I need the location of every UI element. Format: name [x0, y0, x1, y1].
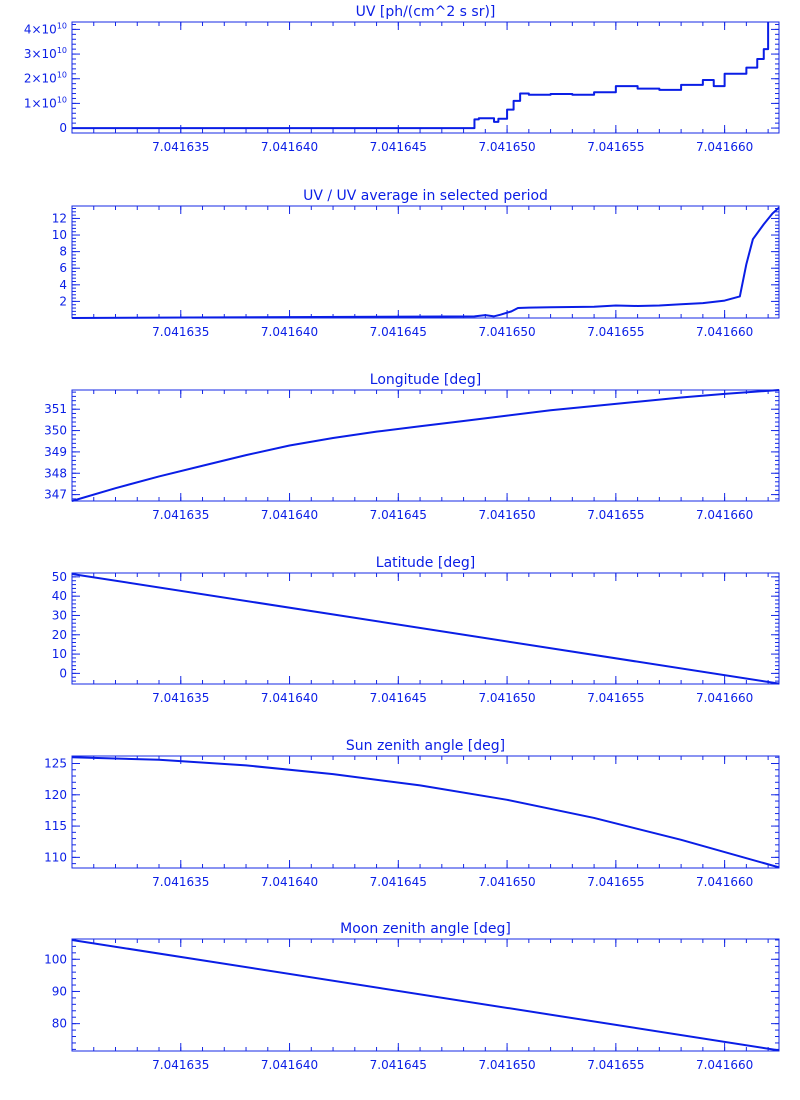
- y-tick-label: 1×1010: [24, 95, 67, 110]
- y-tick-label: 351: [44, 402, 67, 416]
- panel-1: UV [ph/(cm^2 s sr)] 7.041635 7.041640 7.041…: [24, 4, 780, 154]
- plot-frame: [71, 389, 780, 502]
- x-tick-label: 7.041635: [152, 691, 209, 705]
- y-tick-label: 3×1010: [24, 46, 67, 61]
- x-tick-label: 7.041640: [261, 325, 318, 339]
- y-tick-label: 100: [44, 952, 67, 966]
- y-tick-label: 110: [44, 850, 67, 864]
- x-tick-label: 7.041635: [152, 325, 209, 339]
- x-tick-label: 7.041635: [152, 1058, 209, 1072]
- y-tick-label: 348: [44, 466, 67, 480]
- y-tick-label: 349: [44, 445, 67, 459]
- plot-frame: [71, 21, 780, 134]
- y-tick-label: 20: [52, 628, 67, 642]
- y-tick-label: 347: [44, 488, 67, 502]
- y-tick-label: 10: [52, 228, 67, 242]
- x-tick-label: 7.041640: [261, 875, 318, 889]
- x-tick-label: 7.041660: [696, 325, 753, 339]
- panel-4: Latitude [deg] 7.041635 7.041640 7.041645 7.…: [52, 555, 780, 705]
- x-tick-label: 7.041645: [370, 691, 427, 705]
- y-tick-label: 90: [52, 984, 67, 998]
- x-tick-label: 7.041645: [370, 508, 427, 522]
- x-tick-label: 7.041650: [478, 691, 535, 705]
- x-tick-label: 7.041640: [261, 508, 318, 522]
- panel-5: Sun zenith angle [deg] 7.041635 7.041640 7.…: [44, 738, 780, 889]
- y-tick-label: 80: [52, 1017, 67, 1031]
- y-tick-label: 350: [44, 424, 67, 438]
- y-tick-label: 125: [44, 757, 67, 771]
- series-line: [71, 938, 780, 1052]
- series-line: [71, 206, 780, 319]
- x-tick-label: 7.041635: [152, 875, 209, 889]
- x-tick-label: 7.041655: [587, 875, 644, 889]
- x-tick-label: 7.041650: [478, 508, 535, 522]
- x-tick-label: 7.041655: [587, 508, 644, 522]
- x-tick-label: 7.041645: [370, 1058, 427, 1072]
- plot-frame: [71, 572, 780, 685]
- x-tick-label: 7.041640: [261, 691, 318, 705]
- series-line: [71, 756, 780, 869]
- panel-title: Sun zenith angle [deg]: [346, 738, 505, 754]
- y-tick-label: 4×1010: [24, 21, 67, 36]
- y-tick-label: 115: [44, 819, 67, 833]
- panel-title: Longitude [deg]: [370, 372, 481, 388]
- panel-title: Moon zenith angle [deg]: [340, 921, 511, 937]
- x-tick-label: 7.041635: [152, 508, 209, 522]
- y-tick-label: 40: [52, 589, 67, 603]
- x-tick-label: 7.041660: [696, 508, 753, 522]
- panel-6: Moon zenith angle [deg] 7.041635 7.041640 7…: [44, 921, 780, 1072]
- panel-3: Longitude [deg] 7.041635 7.041640 7.041645 7…: [44, 372, 780, 522]
- y-tick-label: 2×1010: [24, 71, 67, 86]
- x-tick-label: 7.041650: [478, 325, 535, 339]
- panel-2: UV / UV average in selected period 7.0416…: [52, 188, 780, 339]
- y-tick-label: 50: [52, 570, 67, 584]
- x-tick-label: 7.041660: [696, 875, 753, 889]
- x-tick-label: 7.041645: [370, 875, 427, 889]
- x-tick-label: 7.041650: [478, 140, 535, 154]
- x-tick-label: 7.041635: [152, 140, 209, 154]
- y-tick-label: 120: [44, 788, 67, 802]
- panel-title: UV [ph/(cm^2 s sr)]: [356, 4, 496, 20]
- plot-frame: [71, 938, 780, 1052]
- x-tick-label: 7.041645: [370, 325, 427, 339]
- x-tick-label: 7.041660: [696, 1058, 753, 1072]
- x-tick-label: 7.041655: [587, 325, 644, 339]
- y-tick-label: 2: [59, 294, 67, 308]
- x-tick-label: 7.041660: [696, 140, 753, 154]
- y-tick-label: 4: [59, 278, 67, 292]
- y-tick-label: 8: [59, 245, 67, 259]
- series-line: [71, 389, 780, 502]
- x-tick-label: 7.041650: [478, 875, 535, 889]
- x-tick-label: 7.041650: [478, 1058, 535, 1072]
- panel-title: UV / UV average in selected period: [303, 188, 548, 204]
- y-tick-label: 12: [52, 211, 67, 225]
- plot-frame: [71, 755, 780, 869]
- x-tick-label: 7.041660: [696, 691, 753, 705]
- x-tick-label: 7.041655: [587, 1058, 644, 1072]
- x-tick-label: 7.041640: [261, 140, 318, 154]
- y-tick-label: 6: [59, 261, 67, 275]
- y-tick-label: 0: [59, 666, 67, 680]
- x-tick-label: 7.041655: [587, 691, 644, 705]
- y-tick-label: 0: [59, 121, 67, 135]
- x-tick-label: 7.041645: [370, 140, 427, 154]
- y-tick-label: 30: [52, 608, 67, 622]
- x-tick-label: 7.041655: [587, 140, 644, 154]
- plot-frame: [71, 205, 780, 319]
- x-tick-label: 7.041640: [261, 1058, 318, 1072]
- series-line: [71, 572, 780, 685]
- series-line: [72, 22, 770, 130]
- y-tick-label: 10: [52, 647, 67, 661]
- panel-title: Latitude [deg]: [376, 555, 475, 571]
